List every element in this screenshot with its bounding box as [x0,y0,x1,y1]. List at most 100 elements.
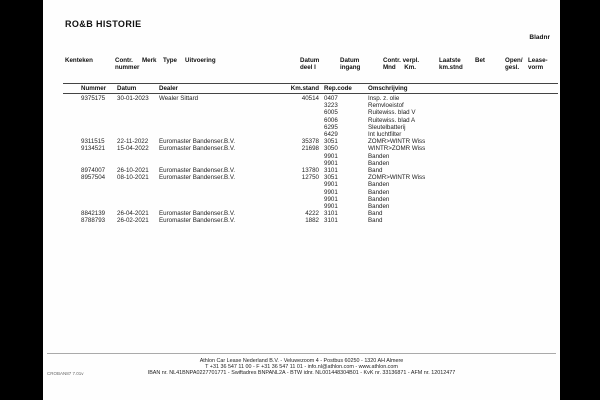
cell-dealer: Euromaster Bandenser.B.V. [159,210,236,218]
col-nummer-header: Nummer [81,85,107,92]
cell-nummer [81,181,117,188]
cell-km-stand: 21698 [301,145,319,153]
cell-datum: 26-10-2021 [117,167,149,175]
cell-omschrijving: Ruitewiss. blad V [368,109,416,117]
cell-dealer [159,196,289,203]
cell-rep-code: 3051 [324,138,338,146]
footer-address-line: Athlon Car Lease Nederland B.V. - Veluwe… [199,358,404,364]
cell-omschrijving: Banden [368,203,390,211]
cell-rep-code: 6295 [324,123,338,131]
cell-datum [117,117,159,124]
cell-km-stand [289,124,319,131]
col-dealer-header: Dealer [159,85,178,92]
cell-nummer: 8788793 [81,217,106,225]
table-row: 9375175 30-01-2023 Wealer Sittard 40514 0407… [43,95,560,102]
vehicle-header-row: Kenteken Contr. nummer Merk Type Uitvoer… [43,57,560,79]
col-contr-verpl-header: Contr. verpl. Mnd Km. [383,57,420,71]
cell-datum: 22-11-2022 [117,138,149,146]
cell-datum [117,153,159,160]
cell-dealer [159,102,289,109]
cell-datum [117,131,159,138]
cell-dealer [159,131,289,138]
cell-dealer: Wealer Sittard [159,95,199,102]
cell-km-stand [289,102,319,109]
cell-rep-code: 6005 [324,109,338,117]
cell-datum [117,189,159,196]
cell-datum: 08-10-2021 [117,174,149,182]
cell-nummer: 9375175 [81,95,106,102]
cell-datum: 26-04-2021 [117,210,149,218]
table-row: 9311515 22-11-2022 Euromaster Bandenser.B.… [43,138,560,145]
cell-rep-code: 6006 [324,116,338,124]
cell-datum [117,160,159,167]
cell-omschrijving: Banden [368,159,390,167]
table-row: 9901 Banden [43,203,560,210]
cell-rep-code: 9901 [324,203,338,211]
col-datum-deel1-header: Datum deel I [300,57,320,71]
cell-omschrijving: Insp. z. olie [368,95,400,102]
cell-km-stand: 40514 [301,95,319,102]
divider-above-history-header [63,83,558,84]
cell-km-stand [289,117,319,124]
cell-nummer: 9311515 [81,138,105,146]
table-row: 6429 Int luchtfilter [43,131,560,138]
cell-omschrijving: ZOMR>WINTR Wiss [368,138,426,146]
col-kenteken-header: Kenteken [65,57,93,64]
table-row: 8788793 26-02-2021 Euromaster Bandenser.B.… [43,217,560,224]
cell-rep-code: 6429 [324,131,338,139]
col-km-stand-header: Km.stand [290,85,319,92]
cell-rep-code: 3223 [324,102,338,110]
page-title: RO&B HISTORIE [65,19,142,29]
report-version-label: CROBAN87 7.01v [47,371,84,376]
col-omschrijving-header: Omschrijving [368,85,408,92]
cell-datum [117,109,159,116]
table-row: 6295 Sleutelbatterij [43,124,560,131]
cell-nummer [81,153,117,160]
cell-nummer [81,196,117,203]
cell-omschrijving: Banden [368,152,390,160]
cell-dealer: Euromaster Bandenser.B.V. [159,145,236,153]
table-row: 8974007 26-10-2021 Euromaster Bandenser.B.… [43,167,560,174]
cell-dealer [159,117,289,124]
cell-nummer: 8842139 [81,210,106,218]
cell-nummer [81,109,117,116]
cell-km-stand [289,109,319,116]
cell-omschrijving: Band [368,217,383,225]
cell-omschrijving: Sleutelbatterij [368,123,406,131]
cell-dealer [159,160,289,167]
table-row: 6006 Ruitewiss. blad A [43,117,560,124]
report-page: RO&B HISTORIE Bladnr Kenteken Contr. num… [43,0,560,400]
cell-dealer [159,203,289,210]
col-datum-header: Datum [117,85,137,92]
cell-km-stand [289,153,319,160]
history-header-row: Nummer Datum Dealer Km.stand Rep.code Om… [43,85,560,92]
cell-km-stand: 13780 [301,167,319,175]
col-type-header: Type [163,57,177,64]
cell-nummer [81,203,117,210]
cell-datum [117,181,159,188]
cell-km-stand [289,181,319,188]
cell-datum [117,196,159,203]
col-rep-code-header: Rep.code [324,85,352,92]
cell-km-stand: 4222 [305,210,319,218]
cell-dealer: Euromaster Bandenser.B.V. [159,167,236,175]
cell-rep-code: 9901 [324,159,338,167]
cell-omschrijving: Banden [368,195,390,203]
cell-dealer [159,181,289,188]
cell-rep-code: 9901 [324,181,338,189]
cell-omschrijving: WINTR>ZOMR Wiss [368,145,426,153]
cell-datum: 26-02-2021 [117,217,149,225]
cell-rep-code: 0407 [324,95,338,102]
table-row: 6005 Ruitewiss. blad V [43,109,560,116]
cell-dealer [159,153,289,160]
table-row: 9134521 15-04-2022 Euromaster Bandenser.B.… [43,145,560,152]
col-bet-header: Bet [475,57,485,64]
table-row: 9901 Banden [43,196,560,203]
cell-nummer [81,124,117,131]
cell-dealer [159,189,289,196]
cell-rep-code: 9901 [324,195,338,203]
cell-omschrijving: Int luchtfilter [368,131,402,139]
cell-datum [117,102,159,109]
cell-km-stand [289,131,319,138]
cell-km-stand [289,203,319,210]
